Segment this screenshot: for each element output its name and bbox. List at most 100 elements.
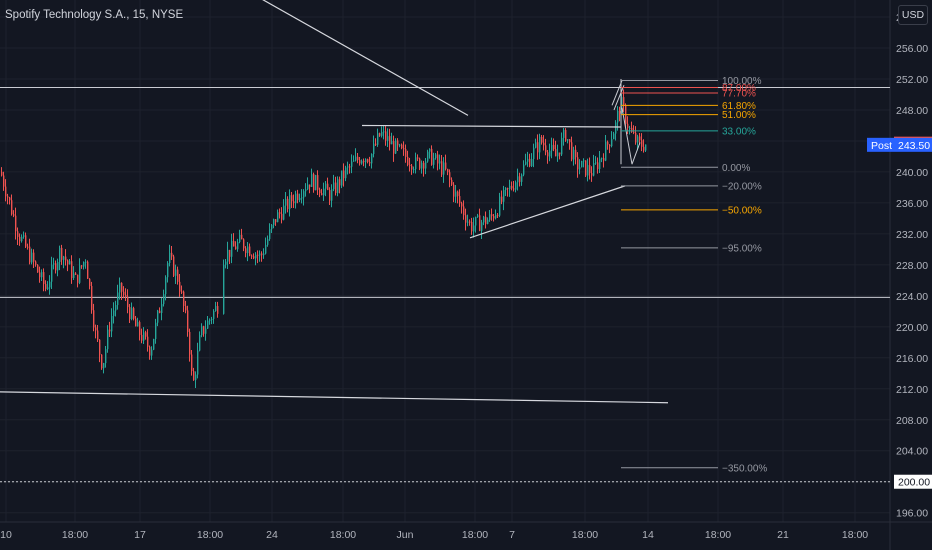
candle-body [469, 221, 471, 223]
candle-body [119, 282, 121, 293]
candle-body [167, 263, 169, 278]
fib-level-label: 33.00% [722, 126, 756, 137]
candle-body [355, 156, 357, 161]
trendline[interactable] [469, 185, 626, 239]
time-tick-label: 18:00 [330, 529, 356, 541]
pattern-line[interactable] [631, 142, 641, 165]
candle-body [301, 197, 303, 199]
candle-body [161, 304, 163, 313]
candle-body [7, 196, 9, 198]
candle-body [393, 141, 395, 154]
candle-body [233, 240, 235, 247]
candle-body [479, 215, 481, 231]
candle-body [133, 308, 135, 319]
candle-body [69, 261, 71, 265]
dotted-level-label: 200.00 [898, 477, 930, 489]
trendline[interactable] [361, 124, 622, 128]
candle-body [155, 322, 157, 340]
candle-body [9, 197, 11, 201]
candle-body [307, 184, 309, 190]
candle-body [149, 346, 151, 356]
candle-body [645, 144, 647, 151]
post-price-label-bg [894, 137, 932, 152]
candle-body [517, 176, 519, 183]
candle-body [313, 174, 315, 191]
candle-body [481, 222, 483, 231]
candle-body [473, 225, 475, 232]
candle-body [263, 253, 265, 256]
candle-body [271, 224, 273, 230]
candle-body [43, 272, 45, 285]
symbol-title[interactable]: Spotify Technology S.A., 15, NYSE [5, 9, 184, 21]
candle-body [81, 265, 83, 267]
candle-body [537, 142, 539, 153]
candle-body [633, 131, 635, 133]
candle-body [543, 142, 545, 146]
candle-body [223, 264, 225, 314]
candle-body [249, 246, 251, 256]
candle-body [169, 252, 171, 264]
candle-body [83, 261, 85, 267]
candle-body [121, 282, 123, 292]
candle-body [599, 158, 601, 170]
candle-body [351, 161, 353, 167]
candle-body [259, 253, 261, 256]
candle-body [125, 294, 127, 297]
candle-body [49, 281, 51, 288]
candle-body [499, 196, 501, 216]
candle-body [209, 319, 211, 321]
candle-body [347, 166, 349, 168]
pattern-line[interactable] [621, 107, 633, 165]
candle-body [359, 160, 361, 164]
candle-body [527, 158, 529, 162]
candle-body [41, 272, 43, 278]
candle-body [113, 310, 115, 317]
candle-body [243, 239, 245, 249]
candle-body [629, 127, 631, 129]
candle-body [231, 240, 233, 257]
candle-body [207, 320, 209, 329]
fib-level-label: 0.00% [722, 163, 750, 174]
candle-body [269, 229, 271, 240]
candle-body [503, 189, 505, 202]
pattern-line[interactable] [613, 85, 625, 111]
candle-body [145, 332, 147, 337]
trendline[interactable] [0, 391, 669, 404]
candle-body [369, 161, 371, 164]
candle-body [635, 132, 637, 143]
candle-body [279, 212, 281, 214]
candle-body [425, 161, 427, 169]
pattern-line[interactable] [611, 80, 623, 106]
candle-body [489, 214, 491, 220]
candle-body [545, 145, 547, 153]
candle-body [193, 371, 195, 381]
candle-body [551, 144, 553, 151]
candle-body [19, 236, 21, 242]
candle-body [337, 179, 339, 193]
trendline[interactable] [262, 0, 469, 116]
candle-body [411, 165, 413, 170]
time-tick-label: 18:00 [462, 529, 488, 541]
candle-body [55, 263, 57, 271]
candle-body [541, 136, 543, 143]
candle-body [539, 136, 541, 153]
candle-body [177, 269, 179, 282]
time-tick-label: 10 [0, 529, 12, 541]
candle-body [33, 252, 35, 262]
candle-body [95, 327, 97, 331]
candle-body [511, 185, 513, 189]
fib-level-label: −95.00% [722, 243, 762, 254]
candle-body [39, 272, 41, 278]
candle-body [261, 253, 263, 256]
candle-body [91, 285, 93, 311]
price-tick-label: 216.00 [896, 353, 928, 365]
candle-body [203, 326, 205, 334]
candle-body [353, 160, 355, 162]
candle-body [201, 326, 203, 336]
candle-body [143, 332, 145, 341]
candle-body [577, 157, 579, 170]
candle-body [375, 143, 377, 145]
currency-button[interactable]: USD [898, 5, 928, 25]
candle-body [593, 162, 595, 176]
